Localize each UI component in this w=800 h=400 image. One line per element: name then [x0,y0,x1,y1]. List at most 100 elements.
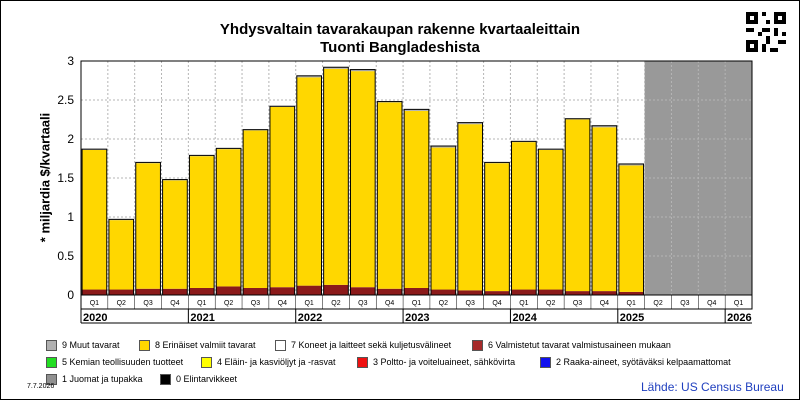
legend-label: 6 Valmistetut tavarat valmistusaineen mu… [488,340,671,350]
y-tick-label: 3 [67,54,74,68]
x-tick-label: Q1 [412,300,421,307]
legend-swatch [472,340,483,351]
legend-label: 4 Eläin- ja kasviöljyt ja -rasvat [217,357,336,367]
bar-segment-misc-finished [511,142,537,290]
bar-segment-other [404,109,429,111]
x-tick-label: Q4 [492,300,501,307]
legend-swatch [201,357,212,368]
bar-segment-manufactured [565,291,590,295]
x-tick-label: Q4 [278,300,287,307]
bar-segment-misc-finished [82,149,107,290]
bar-segment-misc-finished [538,149,564,290]
legend-label: 1 Juomat ja tupakka [62,374,143,384]
bar-segment-manufactured [323,284,349,295]
x-tick-label: Q3 [680,300,689,307]
year-label: 2026 [727,312,751,324]
bar-segment-manufactured [296,285,322,295]
x-tick-label: Q3 [466,300,475,307]
bar-segment-misc-finished [216,149,241,287]
bar-segment-manufactured [618,291,644,295]
bar-segment-other [618,163,644,166]
bar-segment-manufactured [189,287,215,295]
y-tick-label: 2 [67,132,74,146]
bar-segment-misc-finished [296,77,322,286]
x-tick-label: Q3 [358,300,367,307]
bar-segment-misc-finished [269,107,295,288]
legend-label: 7 Koneet ja laitteet sekä kuljetusväline… [291,340,452,350]
bar-segment-misc-finished [323,68,349,285]
bar-segment-misc-finished [108,220,134,290]
chart-title: Yhdysvaltain tavarakaupan rakenne kvarta… [219,21,581,38]
bar-segment-manufactured [457,290,483,295]
year-label: 2021 [190,312,214,324]
bar-segment-manufactured [404,287,429,295]
legend-label: 9 Muut tavarat [62,340,120,350]
legend-label: 2 Raaka-aineet, syötäväksi kelpaamattoma… [556,357,731,367]
x-tick-label: Q2 [546,300,555,307]
bar-segment-manufactured [243,287,268,295]
legend-label: 3 Poltto- ja voiteluaineet, sähkövirta [373,357,516,367]
year-label: 2023 [405,312,429,324]
x-tick-label: Q2 [117,300,126,307]
bar-segment-misc-finished [135,163,161,289]
bar-segment-misc-finished [377,102,403,289]
bar-segment-misc-finished [430,147,456,290]
bar-segment-other [296,75,322,78]
bar-segment-other [323,67,349,69]
bar-segment-other [350,69,376,72]
year-label: 2024 [512,312,537,324]
bar-segment-manufactured [430,289,456,295]
x-tick-label: Q3 [573,300,582,307]
y-tick-label: 0.5 [57,249,74,263]
x-tick-label: Q3 [143,300,152,307]
bar-segment-manufactured [350,287,376,295]
legend-swatch [540,357,551,368]
chart-subtitle: Tuonti Bangladeshista [320,39,480,56]
source-label: Lähde: US Census Bureau [641,380,784,394]
bar-segment-other [430,146,456,148]
x-tick-label: Q4 [170,300,179,307]
year-label: 2025 [620,312,644,324]
bar-segment-manufactured [484,291,510,295]
bar-segment-misc-finished [350,71,376,288]
legend-swatch [46,374,57,385]
year-label: 2022 [298,312,322,324]
year-label: 2020 [83,312,107,324]
y-tick-label: 1.5 [57,171,74,185]
y-tick-label: 1 [67,210,74,224]
x-tick-label: Q2 [653,300,662,307]
bar-segment-manufactured [216,286,241,295]
bar-segment-other [457,122,483,125]
bar-segment-manufactured [269,287,295,295]
bar-segment-manufactured [592,291,617,295]
bar-segment-misc-finished [162,180,188,289]
legend-swatch [46,340,57,351]
bar-segment-misc-finished [404,110,429,288]
bar-segment-manufactured [108,289,134,295]
y-tick-label: 0 [67,288,74,302]
bar-segment-misc-finished [484,163,510,292]
x-tick-label: Q2 [439,300,448,307]
bar-segment-misc-finished [592,127,617,292]
bar-segment-manufactured [377,288,403,295]
bar-segment-other [592,125,617,128]
x-tick-label: Q2 [331,300,340,307]
x-tick-label: Q1 [519,300,528,307]
date-stamp: 7.7.2026 [27,383,55,390]
bar-segment-misc-finished [457,124,483,291]
y-tick-label: 2.5 [57,93,74,107]
x-tick-label: Q3 [251,300,260,307]
x-tick-label: Q1 [734,300,743,307]
legend-swatch [46,357,57,368]
bar-segment-manufactured [135,288,161,295]
legend-swatch [139,340,150,351]
x-tick-label: Q1 [197,300,206,307]
bar-segment-manufactured [82,289,107,295]
x-tick-label: Q4 [707,300,716,307]
legend-label: 8 Erinäiset valmiit tavarat [155,340,256,350]
legend-swatch [160,374,171,385]
x-tick-label: Q4 [385,300,394,307]
bar-segment-manufactured [538,289,564,295]
qr-code-icon [746,12,786,52]
